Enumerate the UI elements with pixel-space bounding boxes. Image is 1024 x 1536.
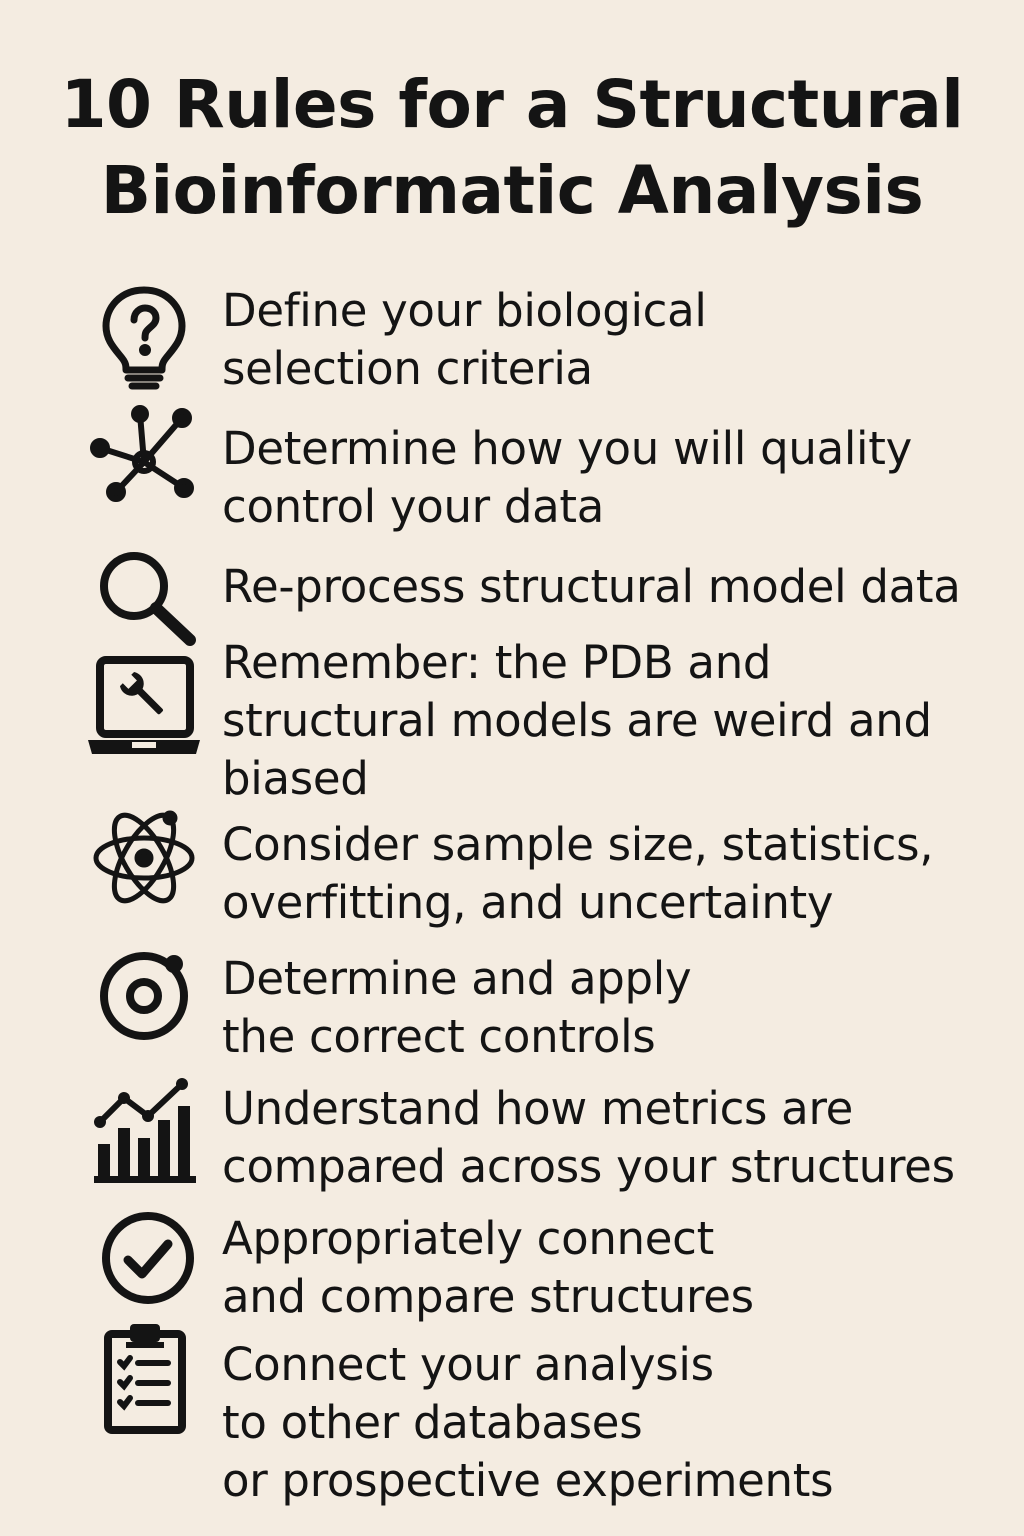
laptop-wrench-icon — [86, 648, 202, 764]
clipboard-checklist-icon — [86, 1320, 202, 1436]
rule-text-1: Define your biological selection criteri… — [222, 284, 707, 395]
magnifying-glass-icon — [86, 540, 202, 656]
title-line-2: Bioinformatic Analysis — [100, 152, 924, 229]
rule-text-9: Connect your analysis to other databases… — [222, 1338, 834, 1507]
rule-text-4: Remember: the PDB and structural models … — [222, 636, 932, 805]
network-nodes-icon — [86, 402, 202, 518]
target-circle-icon — [86, 934, 202, 1050]
page-title: 10 Rules for a Structural Bioinformatic … — [0, 62, 1024, 234]
rule-text-7: Understand how metrics are compared acro… — [222, 1082, 955, 1193]
check-circle-icon — [86, 1200, 202, 1316]
rule-text-3: Re-process structural model data — [222, 560, 961, 613]
rule-text-5: Consider sample size, statistics, overfi… — [222, 818, 934, 929]
rule-text-8: Appropriately connect and compare struct… — [222, 1212, 754, 1323]
title-line-1: 10 Rules for a Structural — [60, 66, 964, 143]
rule-text-2: Determine how you will quality control y… — [222, 422, 912, 533]
atom-icon — [86, 796, 202, 912]
bar-chart-trend-icon — [86, 1076, 202, 1192]
rule-text-6: Determine and apply the correct controls — [222, 952, 692, 1063]
lightbulb-question-icon — [86, 278, 202, 394]
